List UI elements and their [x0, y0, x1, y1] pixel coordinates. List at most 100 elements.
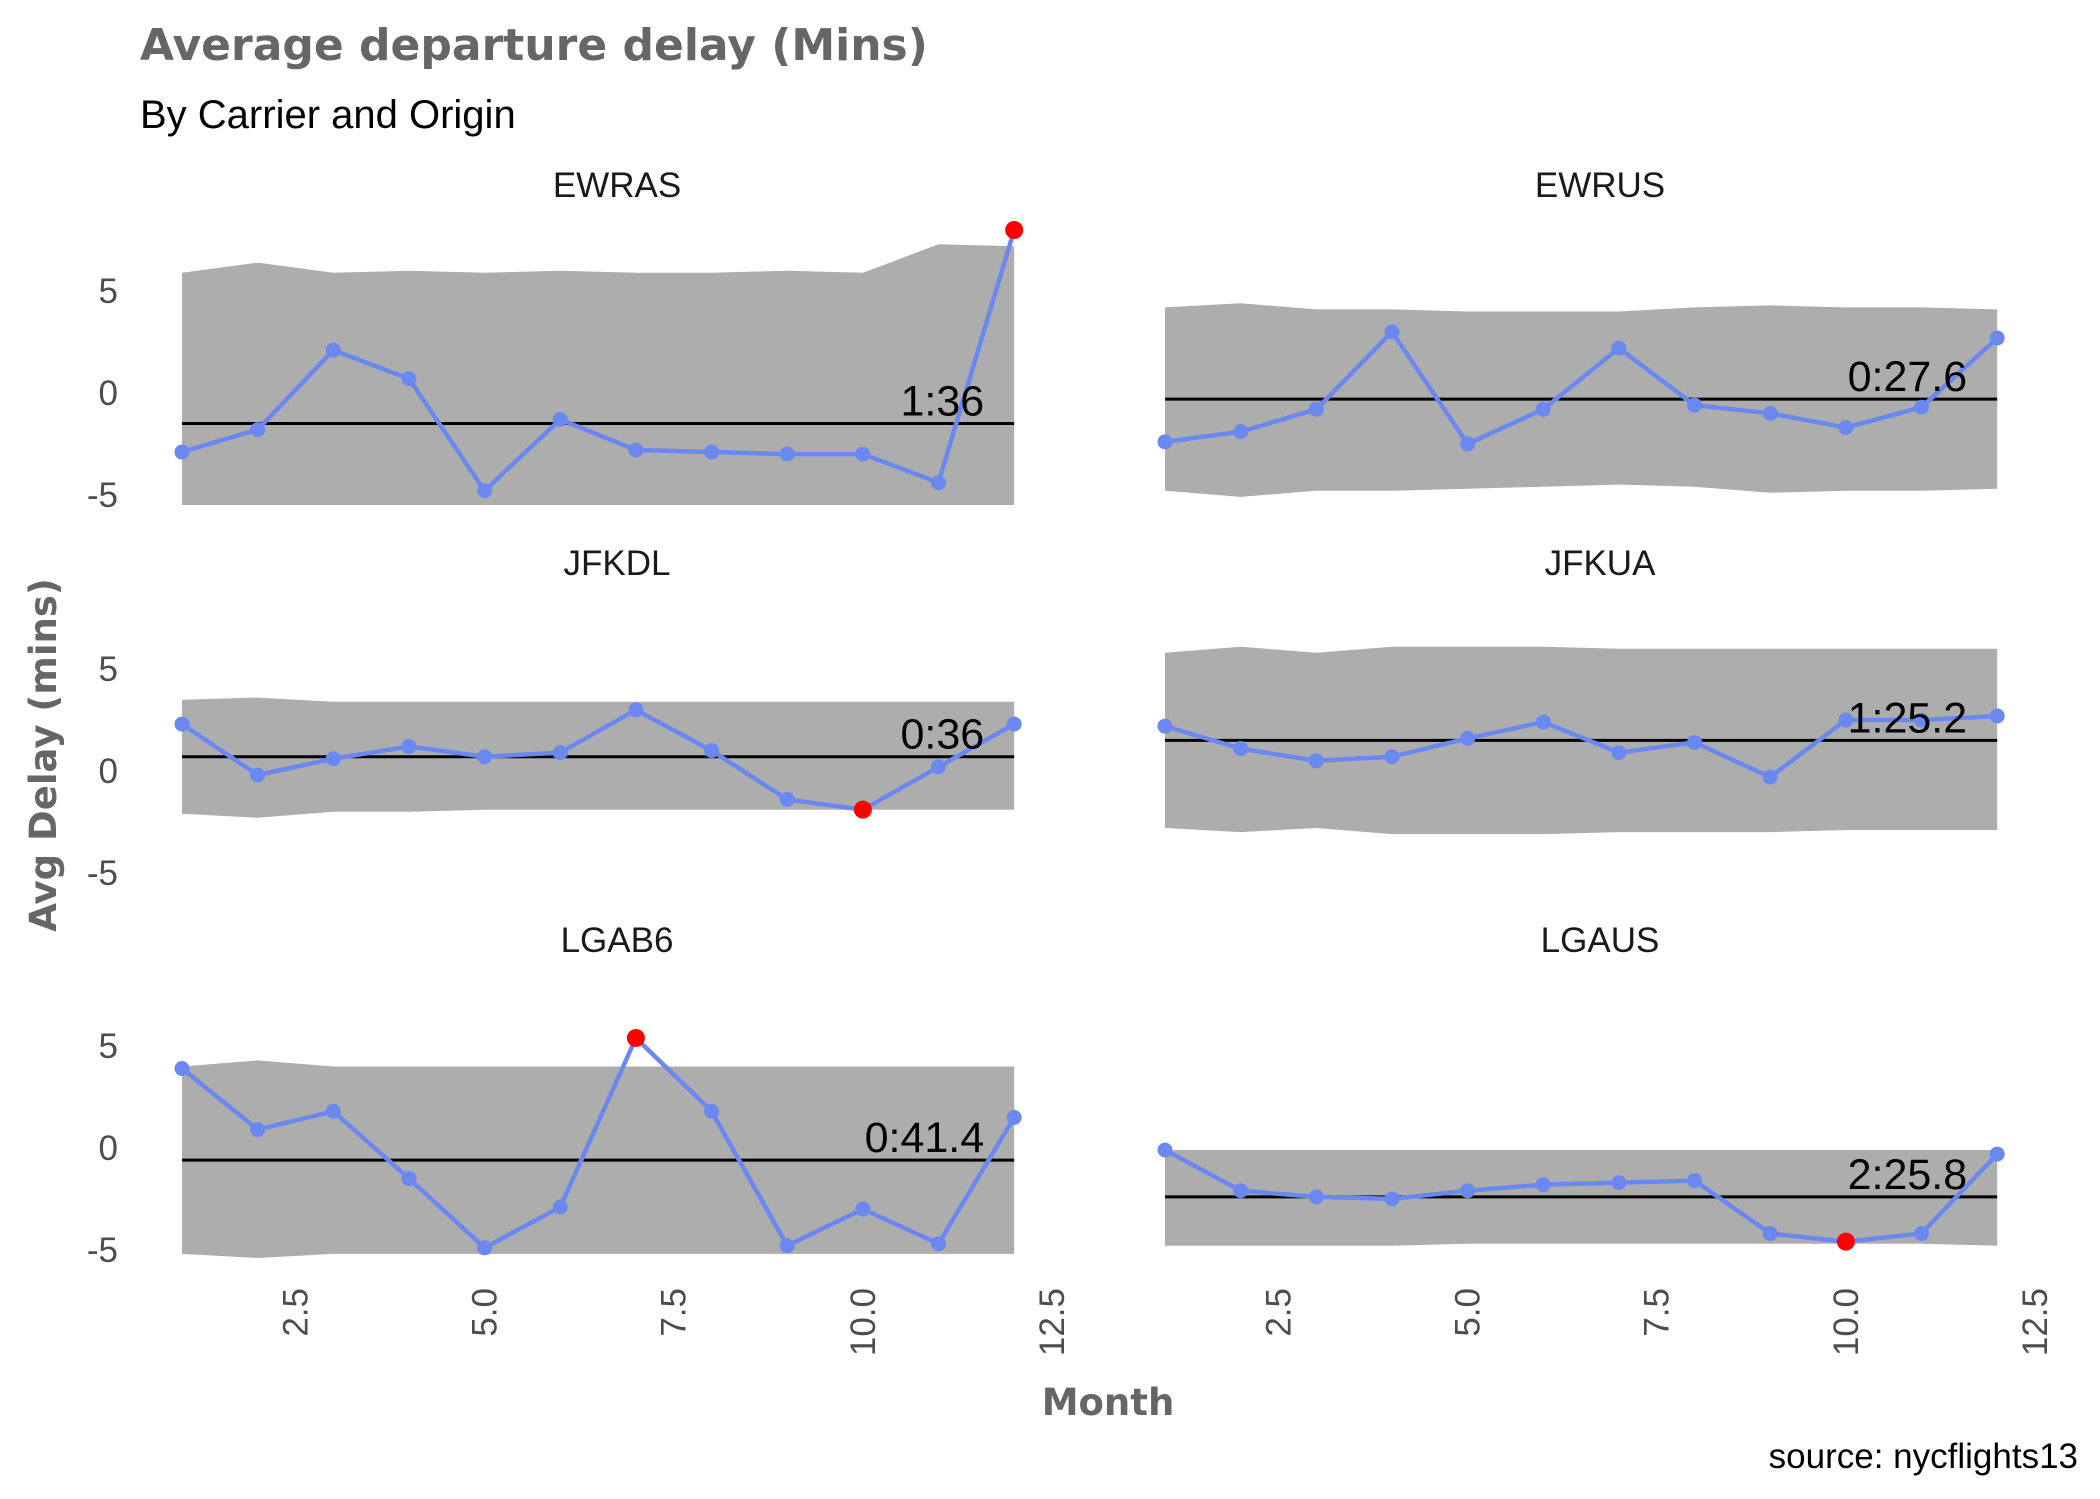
data-point — [1460, 436, 1476, 452]
data-point — [1233, 1183, 1249, 1199]
data-point — [1460, 1183, 1476, 1199]
x-tick-label: 7.5 — [655, 1288, 694, 1337]
data-point — [779, 446, 795, 462]
x-tick-label: 7.5 — [1638, 1288, 1677, 1337]
data-point — [855, 1201, 871, 1217]
data-point — [1838, 420, 1854, 436]
panel-strip-label: LGAB6 — [561, 921, 674, 960]
data-point — [1687, 397, 1703, 413]
y-tick-label: 0 — [99, 374, 118, 413]
data-point — [1762, 405, 1778, 421]
data-point — [1233, 424, 1249, 440]
panel-strip-label: EWRAS — [553, 166, 681, 205]
data-point — [1687, 1173, 1703, 1189]
data-point — [250, 1122, 266, 1138]
data-point — [1308, 401, 1324, 417]
data-point — [174, 1061, 190, 1077]
y-axis-title: Avg Delay (mins) — [22, 578, 65, 932]
series-line — [1164, 329, 1999, 447]
data-point — [325, 1103, 341, 1119]
data-point — [1838, 712, 1854, 728]
series-line — [1163, 1148, 1999, 1244]
chart-title: Average departure delay (Mins) — [140, 20, 928, 71]
data-point — [1460, 730, 1476, 746]
data-point — [325, 751, 341, 767]
data-point — [1157, 718, 1173, 734]
panel-strip-label: JFKDL — [564, 544, 671, 583]
data-point — [552, 745, 568, 761]
data-point — [931, 1236, 947, 1252]
series-line — [181, 229, 1017, 493]
data-point — [628, 702, 644, 718]
x-tick-label: 5.0 — [1449, 1288, 1488, 1337]
panel-strip-label: LGAUS — [1541, 921, 1660, 960]
panel-strip-label: EWRUS — [1535, 166, 1665, 205]
mean-label: 0:36 — [900, 711, 984, 759]
panel-lgab6: LGAB6 0:41.4 — [174, 921, 1022, 1258]
data-point — [1611, 1175, 1627, 1191]
y-tick-label: 5 — [99, 650, 118, 689]
mean-label: 1:25.2 — [1848, 694, 1968, 742]
data-point — [1384, 1191, 1400, 1207]
data-point — [1308, 1189, 1324, 1205]
mean-label: 2:25.8 — [1848, 1151, 1968, 1199]
y-tick-label: 0 — [99, 1129, 118, 1168]
data-point — [401, 371, 417, 387]
facet-panels: EWRAS 1:36 EWRUS 0:27.6 JFKDL 0:36 JFKUA 1:25.2… — [174, 166, 2005, 1258]
x-tick-label: 12.5 — [2016, 1288, 2055, 1356]
data-point — [401, 1171, 417, 1187]
y-tick-label: 5 — [99, 1027, 118, 1066]
series-line — [180, 707, 1016, 812]
panel-strip-label: JFKUA — [1545, 544, 1657, 583]
data-point — [477, 749, 493, 765]
data-point — [1535, 714, 1551, 730]
x-tick-label: 2.5 — [277, 1288, 316, 1337]
chart-subtitle: By Carrier and Origin — [140, 93, 516, 137]
highlight-point — [626, 1028, 645, 1047]
data-point — [174, 716, 190, 732]
panel-ewrus: EWRUS 0:27.6 — [1157, 166, 2005, 497]
data-point — [704, 1103, 720, 1119]
data-point — [477, 1240, 493, 1256]
mean-label: 0:41.4 — [865, 1114, 985, 1162]
panel-jfkdl: JFKDL 0:36 — [174, 544, 1022, 819]
mean-label: 1:36 — [900, 378, 984, 426]
data-point — [1535, 1177, 1551, 1193]
data-point — [779, 1238, 795, 1254]
chart-caption: source: nycflights13 — [1769, 1437, 2078, 1476]
data-point — [931, 475, 947, 491]
data-point — [174, 444, 190, 460]
data-point — [931, 759, 947, 775]
data-point — [1914, 712, 1930, 728]
x-tick-label: 2.5 — [1260, 1288, 1299, 1337]
data-point — [1384, 324, 1400, 340]
data-point — [250, 422, 266, 438]
highlight-point — [853, 800, 872, 819]
data-point — [1762, 1226, 1778, 1242]
y-tick-label: -5 — [87, 854, 118, 893]
data-point — [1233, 741, 1249, 757]
x-tick-label: 12.5 — [1033, 1288, 1072, 1356]
data-point — [779, 791, 795, 807]
data-point — [1006, 1109, 1022, 1125]
data-point — [1989, 1146, 2005, 1162]
data-point — [1611, 745, 1627, 761]
confidence-band — [182, 244, 1015, 506]
y-tick-label: 5 — [99, 272, 118, 311]
data-point — [1535, 401, 1551, 417]
data-point — [1006, 716, 1022, 732]
data-point — [704, 743, 720, 759]
x-tick-label: 10.0 — [844, 1288, 883, 1356]
highlight-point — [1005, 221, 1024, 239]
data-point — [1762, 769, 1778, 785]
series-line — [180, 1035, 1017, 1251]
panel-jfkua: JFKUA 1:25.2 — [1157, 544, 2005, 835]
data-point — [855, 446, 871, 462]
data-point — [552, 1199, 568, 1215]
data-point — [1308, 753, 1324, 769]
x-axis-ticks: 2.5 5.0 7.5 10.0 12.5 2.5 5.0 7.5 10.0 12.5 — [277, 1288, 2056, 1356]
data-point — [1157, 434, 1173, 450]
y-axis-ticks: -5 0 5 -5 0 5 -5 0 5 — [87, 272, 118, 1270]
panel-lgaus: LGAUS 2:25.8 — [1157, 921, 2005, 1251]
data-point — [401, 739, 417, 755]
